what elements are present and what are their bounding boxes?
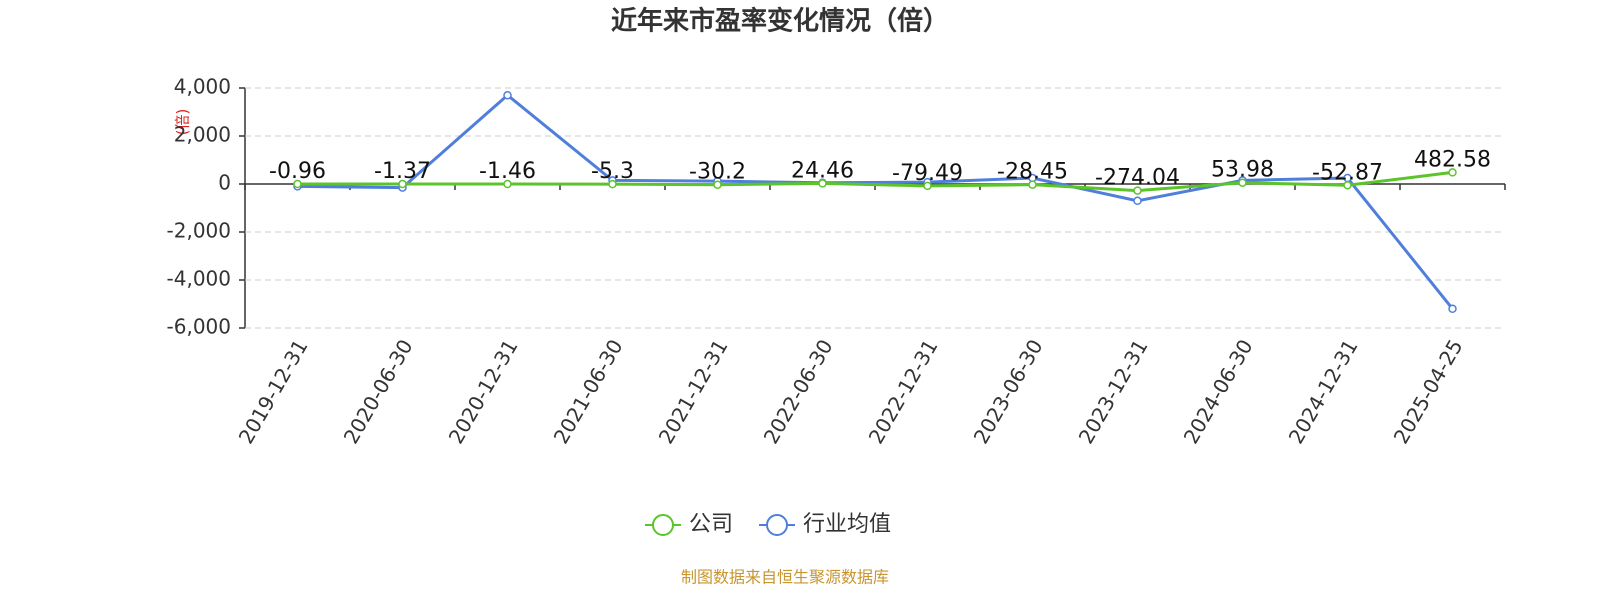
data-point [1133,196,1142,206]
x-tick-label: 2021-06-30 [549,335,628,448]
legend-marker [766,514,789,536]
data-label: 53.98 [1211,158,1274,183]
y-tick-label: -2,000 [167,219,231,243]
chart-title: 近年来市盈率变化情况（倍） [611,6,949,37]
y-tick-label: 0 [218,171,231,195]
x-tick-label: 2020-06-30 [339,335,418,448]
data-point [923,181,932,191]
data-point [1238,178,1247,187]
legend-item[interactable]: 公司 [645,512,733,537]
x-tick-label: 2023-12-31 [1074,335,1153,448]
data-label: -1.46 [479,159,536,184]
legend-label: 行业均值 [803,512,891,537]
series-line [297,170,1453,193]
data-point [1028,180,1037,189]
data-point [818,179,827,188]
legend-marker [652,514,674,536]
data-point [608,179,617,189]
source-note: 制图数据来自恒生聚源数据库 [681,568,889,587]
x-tick-label: 2022-12-31 [864,335,943,448]
data-point [1448,304,1457,314]
data-label: -30.2 [689,160,746,185]
data-point [398,179,407,189]
x-tick-label: 2024-12-31 [1284,335,1363,448]
data-point [503,179,512,189]
data-label: -0.96 [269,159,326,184]
x-tick-label: 2025-04-25 [1389,335,1468,448]
data-label: 24.46 [791,158,854,183]
x-tick-label: 2022-06-30 [759,335,838,448]
data-point [503,90,512,100]
y-tick-label: -4,000 [167,267,231,291]
legend-item[interactable]: 行业均值 [759,512,891,537]
data-point [1133,186,1142,195]
x-tick-label: 2024-06-30 [1179,335,1258,448]
data-point [1343,181,1352,190]
data-label: -28.45 [997,160,1068,185]
data-label: -274.04 [1095,166,1180,191]
data-label: -5.3 [591,159,634,184]
x-tick-label: 2019-12-31 [234,335,313,448]
y-tick-label: -6,000 [167,315,231,339]
data-label: 482.58 [1414,147,1491,172]
data-label: -1.37 [374,159,431,184]
legend-label: 公司 [689,512,733,537]
x-tick-label: 2021-12-31 [654,335,733,448]
data-label: -79.49 [892,161,963,186]
y-axis-label: (倍) [174,109,192,136]
data-point [713,180,722,189]
x-tick-label: 2020-12-31 [444,335,523,448]
series-line [297,93,1454,310]
y-tick-label: 4,000 [174,75,231,99]
y-tick-label: 2,000 [174,123,231,147]
data-point [293,179,302,189]
x-tick-label: 2023-06-30 [969,335,1048,448]
data-label: -52.87 [1312,160,1383,185]
data-point [1448,168,1457,177]
